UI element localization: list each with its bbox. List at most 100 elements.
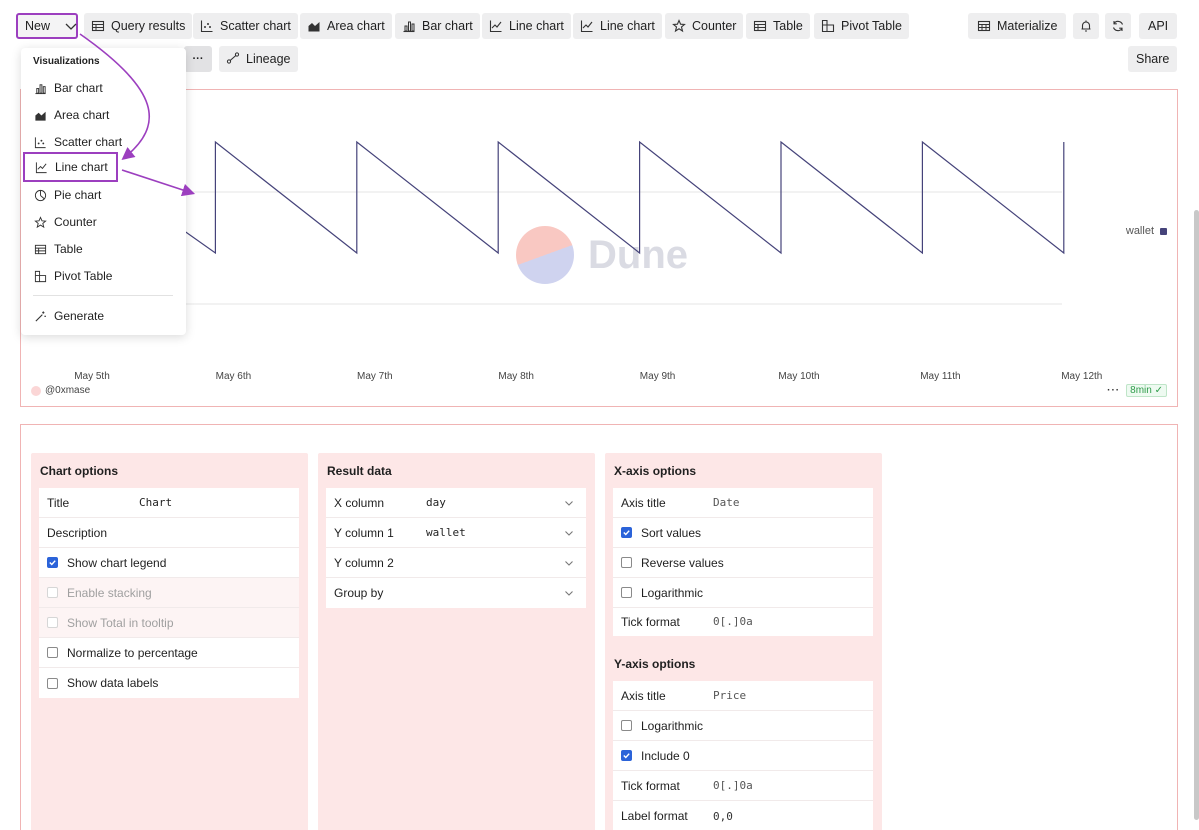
table-icon: [91, 19, 105, 33]
api-label: API: [1148, 19, 1169, 33]
menu-item-scatter-chart[interactable]: Scatter chart: [24, 131, 183, 153]
y-axis-title-label: Axis title: [621, 688, 666, 703]
lineage-label: Lineage: [246, 52, 291, 66]
show-legend-row[interactable]: Show chart legend: [39, 548, 299, 578]
table-icon: [753, 19, 767, 33]
x-logarithmic-row[interactable]: Logarithmic: [613, 578, 873, 608]
label-format-label: Label format: [621, 809, 688, 823]
section-title: X-axis options: [614, 464, 697, 478]
api-button[interactable]: API: [1139, 13, 1178, 39]
star-icon: [672, 19, 686, 33]
normalize-checkbox[interactable]: [47, 647, 58, 658]
y-tick-format-input[interactable]: 0[.]0a: [713, 779, 753, 792]
y-axis-title-input[interactable]: Price: [713, 689, 747, 702]
chevron-down-icon: [64, 19, 78, 33]
menu-item-pivot-table[interactable]: Pivot Table: [24, 265, 183, 287]
line-chart-icon: [580, 19, 594, 33]
refresh-button[interactable]: [1105, 13, 1131, 39]
x-tick-label: May 12th: [1061, 371, 1102, 382]
show-data-labels-row[interactable]: Show data labels: [39, 668, 299, 698]
x-logarithmic-label: Logarithmic: [641, 585, 704, 600]
more-label: ···: [192, 53, 204, 65]
x-logarithmic-checkbox[interactable]: [621, 587, 632, 598]
include-zero-checkbox[interactable]: [621, 750, 632, 761]
description-row[interactable]: Description: [39, 518, 299, 548]
group-by-select[interactable]: Group by: [326, 578, 586, 608]
y-logarithmic-row[interactable]: Logarithmic: [613, 711, 873, 741]
menu-item-label: Pie chart: [54, 188, 102, 202]
tab-line-chart[interactable]: Line chart: [482, 13, 571, 39]
x-column-select[interactable]: X column day: [326, 488, 586, 518]
chart-more-button[interactable]: ···: [1107, 385, 1121, 396]
enable-stacking-checkbox: [47, 587, 58, 598]
reverse-values-label: Reverse values: [641, 555, 724, 570]
show-total-label: Show Total in tooltip: [67, 615, 174, 630]
visualizations-menu: Visualizations Bar chart Area chart Scat…: [21, 48, 186, 335]
x-tick-format-input[interactable]: 0[.]0a: [713, 615, 753, 628]
reverse-values-checkbox[interactable]: [621, 557, 632, 568]
section-title: Result data: [327, 464, 392, 478]
menu-item-area-chart[interactable]: Area chart: [24, 104, 183, 126]
y-column-1-select[interactable]: Y column 1 wallet: [326, 518, 586, 548]
alert-button[interactable]: [1073, 13, 1099, 39]
tab-area-chart[interactable]: Area chart: [300, 13, 392, 39]
label-format-input[interactable]: 0,0: [713, 809, 733, 823]
tab-counter[interactable]: Counter: [665, 13, 744, 39]
chart-legend[interactable]: wallet: [1126, 225, 1167, 237]
y-axis-title-row: Axis title Price: [613, 681, 873, 711]
tab-label: Area chart: [327, 19, 385, 33]
more-button[interactable]: ···: [184, 46, 212, 72]
show-total-checkbox: [47, 617, 58, 628]
result-data-card: X column day Y column 1 wallet Y column …: [326, 488, 586, 608]
toolbar: New Query results Scatter chart Area cha…: [0, 0, 1199, 52]
menu-item-label: Generate: [54, 309, 105, 323]
show-legend-checkbox[interactable]: [47, 557, 58, 568]
chart-options-section: Chart options Title Chart Description Sh…: [31, 453, 308, 830]
reverse-values-row[interactable]: Reverse values: [613, 548, 873, 578]
y-logarithmic-checkbox[interactable]: [621, 720, 632, 731]
menu-item-bar-chart[interactable]: Bar chart: [24, 77, 183, 99]
show-data-labels-checkbox[interactable]: [47, 677, 58, 689]
sort-values-row[interactable]: Sort values: [613, 518, 873, 548]
legend-label: wallet: [1125, 225, 1154, 237]
share-button[interactable]: Share: [1128, 46, 1178, 72]
table-icon: [34, 243, 47, 256]
tab-bar-chart[interactable]: Bar chart: [395, 13, 480, 39]
normalize-row[interactable]: Normalize to percentage: [39, 638, 299, 668]
bar-chart-icon: [34, 82, 47, 95]
menu-item-label: Bar chart: [54, 81, 103, 95]
lineage-button[interactable]: Lineage: [219, 46, 298, 72]
menu-item-counter[interactable]: Counter: [24, 211, 183, 233]
tab-pivot-table[interactable]: Pivot Table: [814, 13, 909, 39]
magic-wand-icon: [34, 310, 47, 323]
menu-item-generate[interactable]: Generate: [24, 305, 183, 327]
tab-label: Table: [773, 19, 803, 33]
new-button[interactable]: New: [16, 13, 78, 39]
y-column-2-select[interactable]: Y column 2: [326, 548, 586, 578]
menu-item-table[interactable]: Table: [24, 238, 183, 260]
menu-item-label: Scatter chart: [54, 135, 123, 149]
include-zero-row[interactable]: Include 0: [613, 741, 873, 771]
tab-line-chart-2[interactable]: Line chart: [573, 13, 662, 39]
tab-scatter-chart[interactable]: Scatter chart: [193, 13, 298, 39]
materialize-button[interactable]: Materialize: [968, 13, 1067, 39]
lineage-icon: [226, 51, 240, 68]
x-axis-title-input[interactable]: Date: [713, 496, 740, 509]
series-line-wallet[interactable]: [73, 140, 1065, 255]
share-label: Share: [1136, 52, 1170, 66]
y-logarithmic-label: Logarithmic: [641, 718, 704, 733]
x-tick-format-row: Tick format 0[.]0a: [613, 607, 873, 636]
dune-watermark: Dune: [516, 226, 688, 284]
menu-item-pie-chart[interactable]: Pie chart: [24, 184, 183, 206]
tab-query-results[interactable]: Query results: [84, 13, 193, 39]
menu-item-line-chart[interactable]: Line chart: [23, 152, 118, 182]
chevron-down-icon: [565, 591, 573, 596]
sort-values-checkbox[interactable]: [621, 527, 632, 538]
materialize-label: Materialize: [997, 19, 1058, 33]
tab-table[interactable]: Table: [746, 13, 810, 39]
page-scrollbar[interactable]: [1194, 210, 1199, 820]
title-label: Title: [47, 495, 70, 510]
y-axis-card: Axis title Price Logarithmic Include 0 T…: [613, 681, 873, 830]
title-input[interactable]: Chart: [139, 496, 173, 509]
author-tag[interactable]: @0xmase: [31, 385, 90, 396]
